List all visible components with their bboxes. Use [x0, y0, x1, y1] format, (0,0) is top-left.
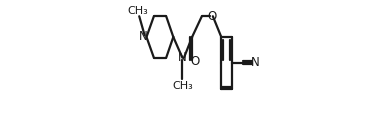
- Text: N: N: [250, 56, 260, 69]
- Text: CH₃: CH₃: [172, 81, 193, 91]
- Text: N: N: [139, 31, 148, 43]
- Text: CH₃: CH₃: [127, 6, 148, 16]
- Text: N: N: [178, 51, 187, 64]
- Text: O: O: [191, 55, 200, 68]
- Text: O: O: [207, 10, 216, 23]
